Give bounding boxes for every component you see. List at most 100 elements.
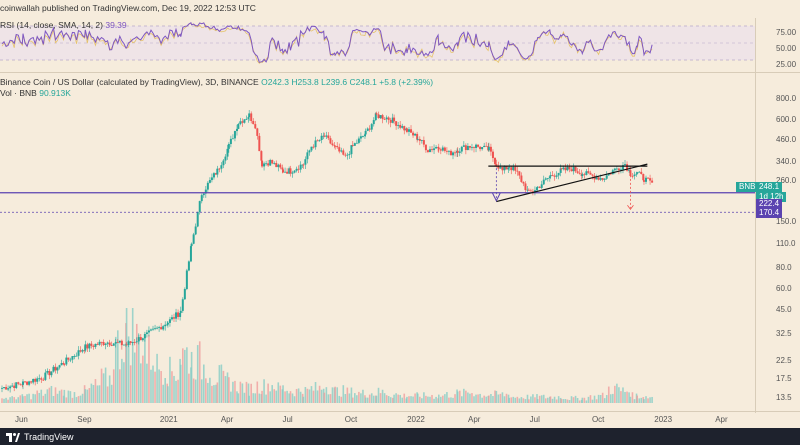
volume-bar [182, 348, 184, 403]
candle-body [120, 340, 123, 346]
volume-bar [379, 393, 382, 403]
candle-body [389, 119, 392, 123]
candle-body [122, 344, 125, 346]
volume-bar [351, 397, 354, 403]
volume-bar [348, 393, 351, 403]
volume-bar [477, 394, 479, 403]
volume-bar [566, 399, 569, 403]
volume-bar [211, 385, 213, 403]
volume-bar [232, 381, 234, 403]
candle-body [160, 327, 163, 330]
volume-bar [215, 384, 217, 403]
candle-body [28, 381, 31, 385]
candle-body [38, 378, 41, 380]
rsi-line [1, 22, 653, 63]
volume-bar [84, 389, 87, 403]
time-tick-label: Oct [591, 415, 605, 424]
volume-bar [320, 389, 323, 403]
candle-body [350, 145, 353, 155]
volume-bar [520, 397, 523, 403]
candle-body [399, 124, 402, 128]
candle-body [306, 152, 309, 160]
volume-bar [631, 392, 634, 403]
candle-body [325, 135, 328, 137]
candle-body [279, 164, 282, 168]
volume-bar [1, 398, 3, 403]
volume-bar [98, 385, 101, 403]
time-tick-label: Apr [220, 415, 234, 424]
candle-body [204, 189, 207, 194]
price-chart[interactable] [0, 73, 755, 411]
volume-bar [295, 388, 298, 403]
volume-bar [100, 368, 103, 403]
candle-body [542, 179, 545, 185]
volume-bar [228, 377, 230, 403]
rsi-legend-label: RSI (14, close, SMA, 14, 2) [0, 20, 103, 30]
candle-body [426, 150, 429, 152]
candle-body [629, 170, 632, 176]
candle-body [308, 150, 311, 153]
volume-bar [522, 398, 525, 403]
candle-body [499, 167, 502, 169]
volume-bar [605, 395, 608, 403]
candle-body [340, 150, 343, 152]
volume-bar [13, 397, 15, 403]
candle-body [583, 174, 586, 176]
candle-body [393, 117, 396, 122]
volume-bar [69, 391, 72, 403]
candle-body [428, 149, 431, 152]
rsi-pane[interactable] [0, 18, 755, 70]
candle-body [601, 178, 604, 180]
volume-bar [277, 382, 280, 403]
candle-body [84, 344, 87, 351]
tradingview-logo[interactable]: TradingView [6, 431, 74, 442]
candle-body [568, 167, 571, 170]
rsi-tick-75: 75.00 [776, 28, 797, 37]
candle-body [395, 121, 398, 126]
candle-body [381, 115, 384, 119]
volume-bar [370, 393, 373, 403]
volume-bar [393, 394, 395, 403]
volume-bar [293, 396, 296, 403]
candle-body [560, 168, 563, 170]
volume-bar [106, 386, 109, 403]
candle-body [256, 128, 259, 136]
volume-bar [247, 383, 250, 403]
candle-body [245, 118, 248, 120]
volume-bar [421, 398, 423, 403]
volume-bar [269, 391, 271, 403]
volume-bar [518, 398, 521, 403]
candle-body [597, 177, 600, 180]
volume-bar [79, 395, 82, 403]
candle-body [131, 342, 134, 343]
candle-body [108, 342, 111, 346]
candle-body [503, 166, 506, 171]
candle-body [214, 173, 217, 175]
candle-body [226, 148, 229, 157]
candle-body [526, 189, 529, 191]
volume-bar [19, 395, 22, 403]
candle-body [297, 168, 300, 170]
volume-bar [297, 388, 300, 403]
candle-body [137, 337, 140, 342]
volume-bar [7, 399, 9, 403]
candle-body [535, 187, 538, 191]
volume-bar [437, 394, 440, 403]
candle-body [621, 165, 624, 170]
volume-bar [288, 393, 290, 403]
candle-body [277, 164, 280, 168]
rsi-tick-50: 50.00 [776, 44, 797, 53]
volume-bar [649, 397, 651, 403]
candle-body [77, 350, 80, 356]
candle-body [441, 147, 444, 151]
candle-body [210, 177, 213, 181]
volume-bar [599, 395, 602, 403]
candle-body [605, 175, 608, 179]
volume-bar [196, 345, 199, 403]
volume-bar [364, 397, 367, 403]
candle-body [46, 370, 49, 373]
candle-body [516, 170, 519, 172]
volume-bar [50, 385, 53, 403]
volume-bar [360, 393, 362, 403]
volume-bar [310, 386, 313, 403]
